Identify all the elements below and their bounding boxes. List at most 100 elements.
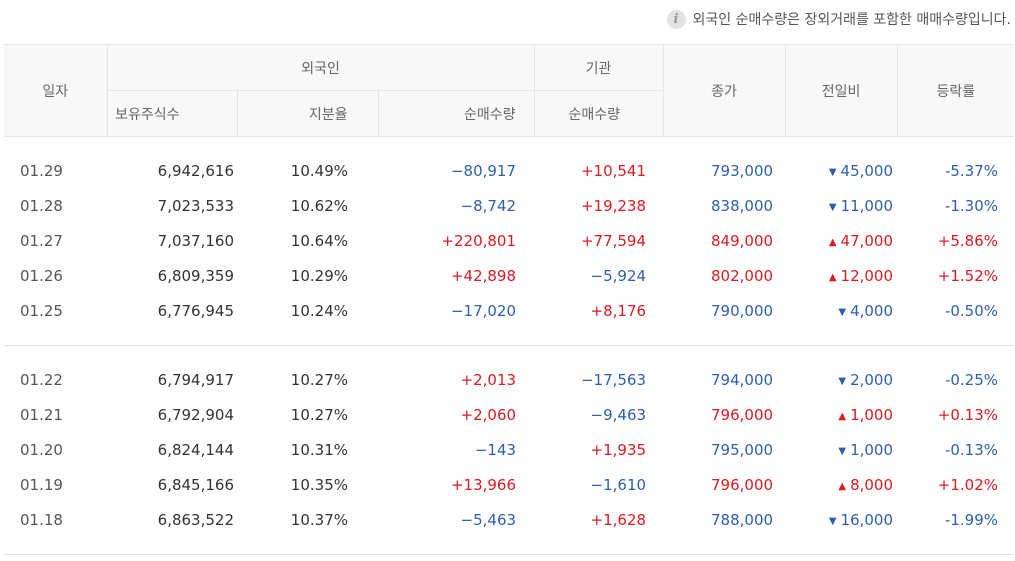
row-date: 01.27 (4, 223, 107, 258)
row-inst-net-value: +19,238 (580, 196, 647, 215)
table-body: 01.29 6,942,616 10.49% −80,917 +10,541 793,00… (4, 137, 1015, 555)
row-date-value: 01.26 (20, 266, 63, 285)
header-date: 일자 (4, 44, 108, 137)
triangle-down-icon: ▼ (838, 306, 847, 318)
row-ratio-value: 10.62% (290, 196, 348, 215)
row-inst-net: −17,563 (534, 362, 663, 397)
row-date-value: 01.19 (20, 475, 63, 494)
row-ratio-value: 10.37% (290, 510, 348, 529)
row-rate-value: -5.37% (944, 161, 999, 180)
header-close: 종가 (662, 44, 786, 137)
row-foreign-net-value: −5,463 (460, 510, 517, 529)
row-inst-net-value: +8,176 (590, 301, 647, 320)
row-ratio: 10.37% (237, 502, 378, 537)
row-foreign-net-value: −80,917 (450, 161, 517, 180)
row-holdings: 6,863,522 (107, 502, 237, 537)
row-ratio: 10.64% (237, 223, 378, 258)
row-foreign-net-value: −8,742 (460, 196, 517, 215)
row-rate-value: +0.13% (937, 405, 999, 424)
row-date: 01.29 (4, 153, 107, 188)
row-inst-net-value: −5,924 (590, 266, 647, 285)
table-row: 01.22 6,794,917 10.27% +2,013 −17,563 794,000… (4, 362, 1014, 397)
row-foreign-net-value: +2,060 (460, 405, 517, 424)
row-date-value: 01.18 (20, 510, 63, 529)
row-holdings: 6,776,945 (107, 293, 237, 328)
header-foreign-net: 순매수량 (377, 90, 535, 137)
row-ratio: 10.27% (237, 397, 378, 432)
row-change: ▲ 1,000 (785, 397, 897, 432)
row-foreign-net: +220,801 (378, 223, 534, 258)
row-change-value: 47,000 (840, 231, 894, 250)
row-close: 790,000 (663, 293, 785, 328)
row-inst-net: +10,541 (534, 153, 663, 188)
row-ratio-value: 10.64% (290, 231, 348, 250)
row-holdings: 6,824,144 (107, 432, 237, 467)
row-date: 01.18 (4, 502, 107, 537)
row-close: 838,000 (663, 188, 785, 223)
row-close: 793,000 (663, 153, 785, 188)
header-rate: 등락률 (896, 44, 1015, 137)
row-change: ▼ 45,000 (785, 153, 897, 188)
triangle-down-icon: ▼ (828, 515, 837, 527)
row-ratio-value: 10.31% (290, 440, 348, 459)
row-holdings-value: 6,863,522 (157, 510, 234, 529)
row-inst-net-value: −9,463 (590, 405, 647, 424)
row-inst-net: +77,594 (534, 223, 663, 258)
row-inst-net: −1,610 (534, 467, 663, 502)
row-close-value: 796,000 (711, 475, 774, 494)
row-ratio-value: 10.27% (290, 405, 348, 424)
row-date-value: 01.22 (20, 370, 63, 389)
row-holdings: 7,023,533 (107, 188, 237, 223)
header-inst-net: 순매수량 (533, 90, 664, 137)
row-inst-net-value: −17,563 (580, 370, 647, 389)
table-row: 01.18 6,863,522 10.37% −5,463 +1,628 788,000 ▼… (4, 502, 1014, 537)
row-foreign-net: −8,742 (378, 188, 534, 223)
row-inst-net: +1,935 (534, 432, 663, 467)
row-foreign-net: +13,966 (378, 467, 534, 502)
row-holdings-value: 6,776,945 (157, 301, 234, 320)
table-row: 01.21 6,792,904 10.27% +2,060 −9,463 796,000 ▲… (4, 397, 1014, 432)
table-row: 01.25 6,776,945 10.24% −17,020 +8,176 790,000… (4, 293, 1014, 328)
row-holdings-value: 6,824,144 (157, 440, 234, 459)
header-holdings: 보유주식수 (106, 90, 238, 137)
foreign-institution-trading-table: 일자 외국인 기관 종가 전일비 등락률 보유주식수 지분율 순매수량 순매수량… (4, 44, 1015, 555)
row-foreign-net: +2,060 (378, 397, 534, 432)
row-close: 796,000 (663, 397, 785, 432)
table-row: 01.29 6,942,616 10.49% −80,917 +10,541 793,00… (4, 153, 1014, 188)
row-inst-net: +1,628 (534, 502, 663, 537)
row-date: 01.20 (4, 432, 107, 467)
row-foreign-net-value: +13,966 (450, 475, 517, 494)
row-ratio: 10.29% (237, 258, 378, 293)
row-foreign-net: +42,898 (378, 258, 534, 293)
triangle-up-icon: ▲ (828, 236, 837, 248)
row-date-value: 01.29 (20, 161, 63, 180)
triangle-down-icon: ▼ (838, 445, 847, 457)
row-date: 01.28 (4, 188, 107, 223)
row-change-value: 16,000 (840, 510, 894, 529)
row-foreign-net: +2,013 (378, 362, 534, 397)
row-holdings: 6,845,166 (107, 467, 237, 502)
row-change: ▼ 1,000 (785, 432, 897, 467)
row-change-value: 2,000 (850, 370, 894, 389)
row-ratio-value: 10.24% (290, 301, 348, 320)
row-ratio: 10.35% (237, 467, 378, 502)
row-rate: +1.02% (897, 467, 1014, 502)
row-rate: -0.13% (897, 432, 1014, 467)
row-ratio-value: 10.35% (290, 475, 348, 494)
table-row: 01.20 6,824,144 10.31% −143 +1,935 795,000 ▼ 1,… (4, 432, 1014, 467)
row-holdings: 6,809,359 (107, 258, 237, 293)
row-rate-value: +1.52% (937, 266, 999, 285)
row-rate-value: +5.86% (937, 231, 999, 250)
row-ratio-value: 10.49% (290, 161, 348, 180)
info-icon: i (666, 9, 686, 29)
row-change: ▼ 16,000 (785, 502, 897, 537)
row-holdings-value: 7,037,160 (157, 231, 234, 250)
notice: i 외국인 순매수량은 장외거래를 포함한 매매수량입니다. (666, 8, 1011, 30)
row-rate-value: -0.13% (944, 440, 999, 459)
row-date-value: 01.27 (20, 231, 63, 250)
row-inst-net: +8,176 (534, 293, 663, 328)
row-change-value: 4,000 (850, 301, 894, 320)
row-rate-value: +1.02% (937, 475, 999, 494)
row-ratio: 10.24% (237, 293, 378, 328)
row-inst-net-value: −1,610 (590, 475, 647, 494)
